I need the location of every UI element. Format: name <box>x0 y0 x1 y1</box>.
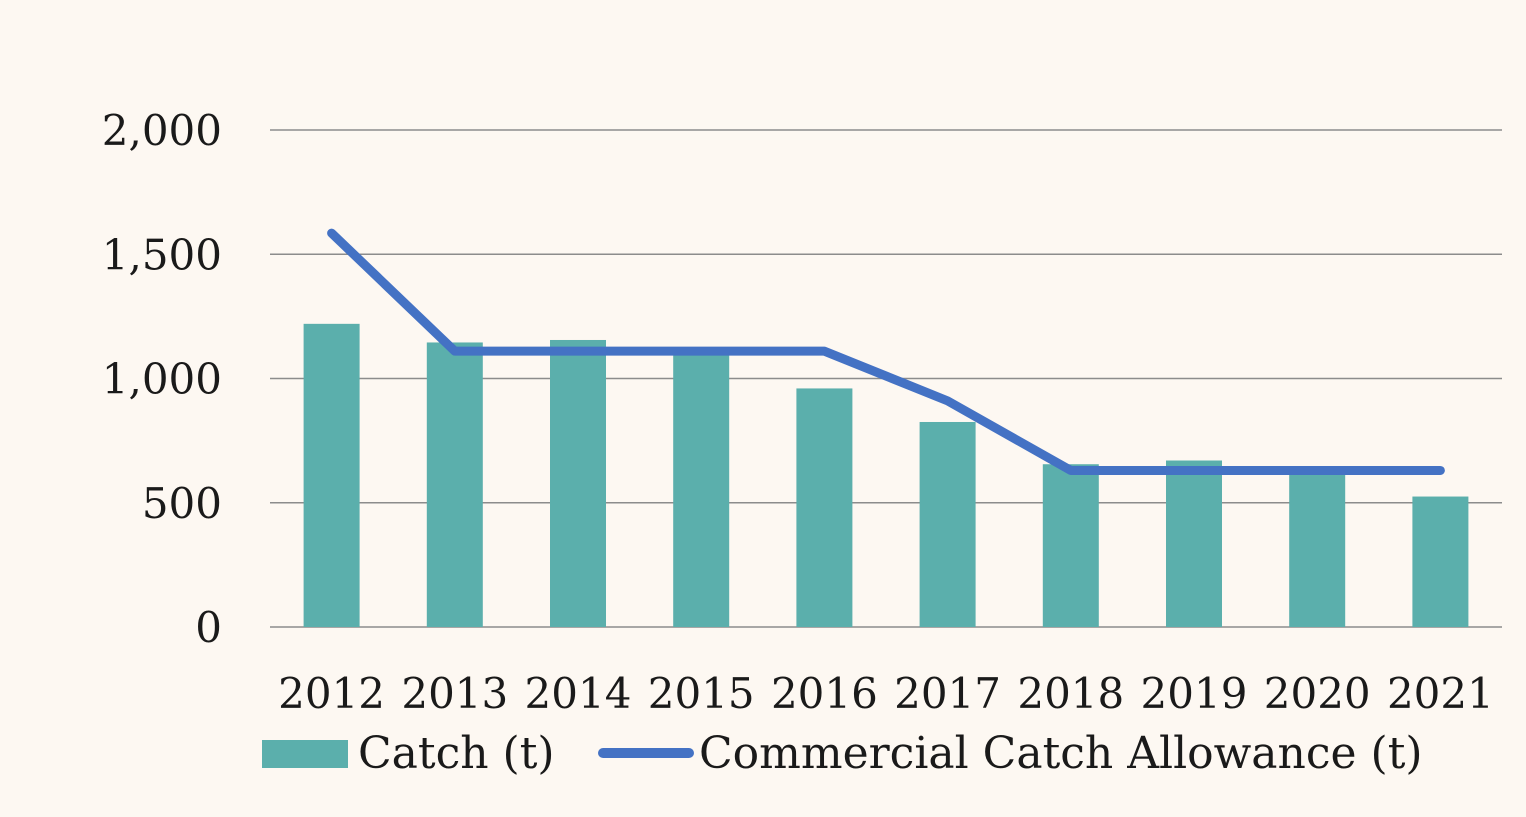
legend-catch-label: Catch (t) <box>358 728 555 779</box>
x-tick-label: 2012 <box>278 669 385 718</box>
y-axis-tick-labels: 0 500 1,000 1,500 2,000 <box>102 106 222 652</box>
y-tick-label: 2,000 <box>102 106 222 155</box>
catch-bar <box>1043 464 1099 627</box>
catch-bars <box>304 324 1469 627</box>
x-tick-label: 2020 <box>1264 669 1371 718</box>
x-tick-label: 2014 <box>525 669 632 718</box>
x-tick-label: 2017 <box>894 669 1001 718</box>
x-tick-label: 2013 <box>401 669 508 718</box>
x-axis-tick-labels: 2012 2013 2014 2015 2016 2017 2018 2019 2020 2021 <box>278 669 1494 718</box>
catch-bar <box>550 340 606 627</box>
x-tick-label: 2021 <box>1387 669 1494 718</box>
legend: Catch (t) Commercial Catch Allowance (t) <box>262 728 1423 779</box>
catch-bar <box>920 422 976 627</box>
catch-bar <box>673 354 729 627</box>
catch-bar <box>1412 497 1468 627</box>
y-tick-label: 1,500 <box>102 230 222 279</box>
legend-catch-swatch <box>262 740 348 768</box>
x-tick-label: 2016 <box>771 669 878 718</box>
legend-allowance-label: Commercial Catch Allowance (t) <box>699 728 1423 779</box>
allowance-line-series <box>332 233 1441 471</box>
catch-bar <box>427 342 483 627</box>
catch-bar <box>796 388 852 627</box>
catch-bar <box>1289 472 1345 627</box>
y-tick-label: 0 <box>195 603 222 652</box>
catch-bar <box>1166 461 1222 627</box>
x-tick-label: 2018 <box>1017 669 1124 718</box>
x-tick-label: 2019 <box>1141 669 1248 718</box>
y-tick-label: 1,000 <box>102 355 222 404</box>
allowance-line <box>332 233 1441 470</box>
x-tick-label: 2015 <box>648 669 755 718</box>
catch-bar <box>304 324 360 627</box>
y-tick-label: 500 <box>142 479 222 528</box>
